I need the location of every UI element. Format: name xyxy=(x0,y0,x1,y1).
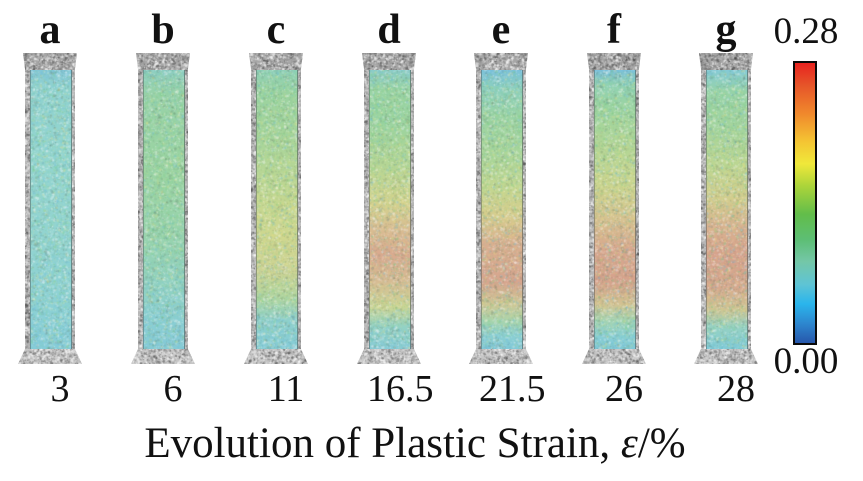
grip-speckle-texture xyxy=(587,53,641,70)
specimen-label-c: c xyxy=(266,7,286,53)
caption-units: /% xyxy=(637,420,686,467)
strain-field-e xyxy=(481,70,523,349)
strain-value: 11 xyxy=(267,368,305,410)
specimen-bottom-grip xyxy=(244,349,308,364)
specimen-body xyxy=(138,70,188,349)
specimen-top-grip xyxy=(699,53,753,70)
grip-speckle-texture xyxy=(136,53,190,70)
strain-value: 6 xyxy=(163,368,183,410)
flare-speckle-texture xyxy=(18,349,82,364)
specimen-column-d: d 16.5 xyxy=(357,7,434,411)
caption-text: Evolution of Plastic Strain, xyxy=(144,420,621,467)
specimen-bottom-grip xyxy=(582,349,646,364)
specimen-column-e: e 21.5 xyxy=(469,7,546,411)
specimen-bottom-grip xyxy=(131,349,195,364)
specimen-label-a: a xyxy=(39,7,61,53)
field-speckle-texture xyxy=(257,70,297,349)
grip-speckle-texture xyxy=(249,53,303,70)
strain-value: 21.5 xyxy=(479,368,546,410)
specimen-label-g: g xyxy=(715,7,737,53)
flare-speckle-texture xyxy=(694,349,758,364)
strain-value: 28 xyxy=(717,368,755,410)
strain-field-d xyxy=(369,70,411,349)
specimen-bottom-grip xyxy=(469,349,533,364)
flare-speckle-texture xyxy=(469,349,533,364)
grip-speckle-texture xyxy=(474,53,528,70)
specimen-top-grip xyxy=(587,53,641,70)
colorbar xyxy=(793,61,817,345)
specimen-body xyxy=(701,70,751,349)
flare-speckle-texture xyxy=(582,349,646,364)
strain-field-b xyxy=(143,70,185,349)
colorbar-max-label: 0.28 xyxy=(773,11,839,52)
specimen-label-f: f xyxy=(607,7,621,53)
specimen-bottom-grip xyxy=(18,349,82,364)
specimen-body xyxy=(25,70,75,349)
strain-field-f xyxy=(594,70,636,349)
specimen-top-grip xyxy=(474,53,528,70)
field-speckle-texture xyxy=(31,70,71,349)
specimen-body xyxy=(476,70,526,349)
specimen-column-c: c 11 xyxy=(244,8,308,411)
specimen-body xyxy=(364,70,414,349)
specimen-column-g: g 28 xyxy=(694,8,758,411)
field-speckle-texture xyxy=(370,70,410,349)
specimen-column-f: f 26 xyxy=(582,8,646,411)
grip-speckle-texture xyxy=(699,53,753,70)
figure-caption: Evolution of Plastic Strain, ε/% xyxy=(110,419,720,469)
specimen-top-grip xyxy=(249,53,303,70)
specimen-label-e: e xyxy=(491,7,511,53)
flare-speckle-texture xyxy=(244,349,308,364)
field-speckle-texture xyxy=(595,70,635,349)
specimen-top-grip xyxy=(136,53,190,70)
strain-value: 26 xyxy=(605,368,643,410)
strain-value: 3 xyxy=(50,368,70,410)
specimen-top-grip xyxy=(362,53,416,70)
specimen-label-d: d xyxy=(377,7,401,53)
flare-speckle-texture xyxy=(131,349,195,364)
strain-field-g xyxy=(706,70,748,349)
strain-value: 16.5 xyxy=(367,368,434,410)
strain-field-c xyxy=(256,70,298,349)
field-speckle-texture xyxy=(482,70,522,349)
flare-speckle-texture xyxy=(357,349,421,364)
grip-speckle-texture xyxy=(23,53,77,70)
grip-speckle-texture xyxy=(362,53,416,70)
specimen-bottom-grip xyxy=(357,349,421,364)
specimen-top-grip xyxy=(23,53,77,70)
field-speckle-texture xyxy=(144,70,184,349)
specimen-bottom-grip xyxy=(694,349,758,364)
caption-epsilon-symbol: ε xyxy=(620,420,638,467)
colorbar-min-label: 0.00 xyxy=(773,341,839,382)
specimen-body xyxy=(589,70,639,349)
field-speckle-texture xyxy=(707,70,747,349)
specimen-label-b: b xyxy=(151,7,175,53)
strain-field-a xyxy=(30,70,72,349)
specimen-body xyxy=(251,70,301,349)
